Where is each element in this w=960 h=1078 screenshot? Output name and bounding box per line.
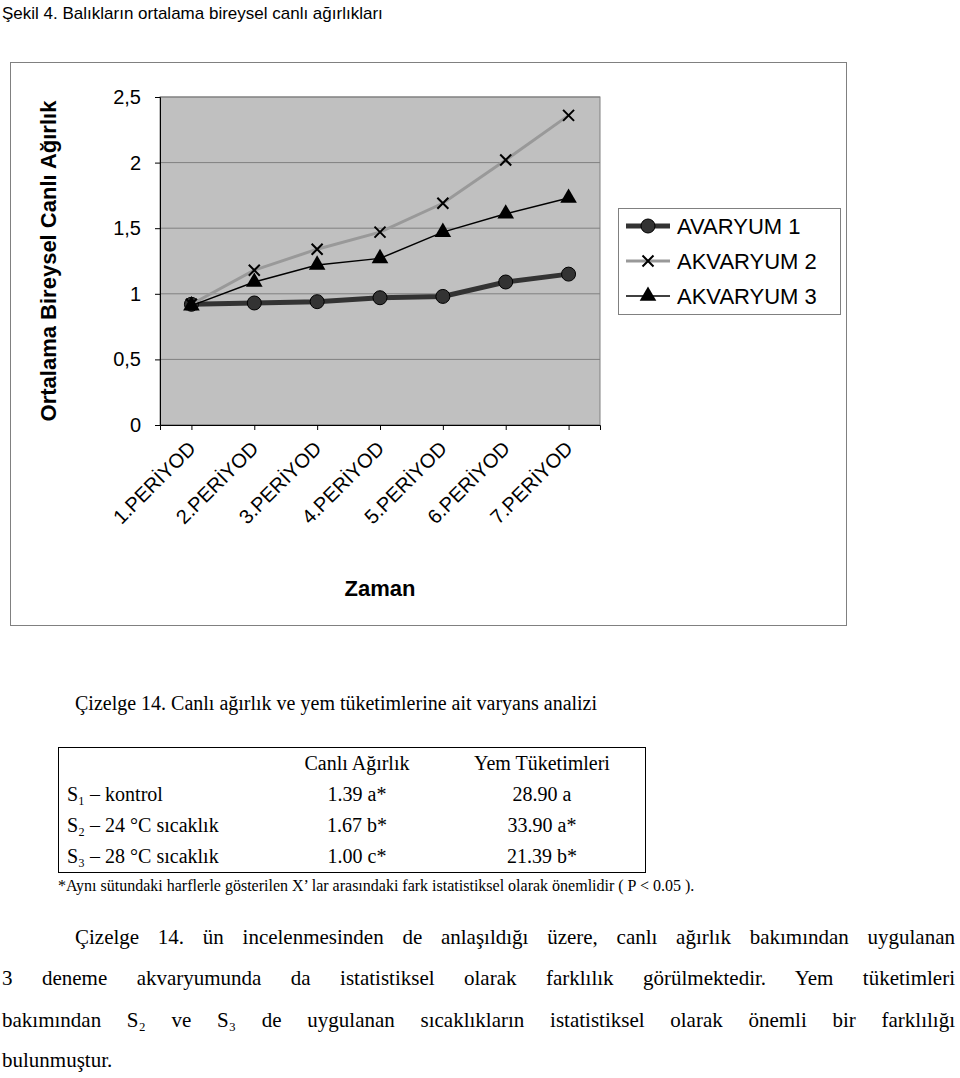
x-tick-mark <box>506 425 507 430</box>
y-tick: 2 <box>130 152 160 174</box>
x-tick-mark <box>317 425 318 430</box>
x-axis-title: Zaman <box>345 576 416 601</box>
y-tick-mark <box>155 228 160 229</box>
legend: AVARYUM 1 AKVARYUM 2 AKVARYUM 3 <box>619 209 841 315</box>
table-row: S₃ – 28 °C sıcaklık1.00 c*21.39 b* <box>59 841 646 873</box>
data-point <box>373 291 387 305</box>
table-header: Yem Tüketimleri <box>439 748 646 780</box>
x-axis: 1.PERİYOD2.PERİYOD3.PERİYOD4.PERİYOD5.PE… <box>109 425 601 528</box>
x-tick: 7.PERİYOD <box>486 425 577 528</box>
data-point <box>497 204 514 218</box>
grid-line <box>160 97 600 98</box>
table-cell: 33.90 a* <box>439 810 646 841</box>
data-point <box>246 272 263 286</box>
x-tick-mark <box>254 425 255 430</box>
data-point <box>309 255 326 269</box>
chart: 0 0,5 1 1,5 2 2,5 1.PERİYOD2.PERİYOD3.PERİYOD4… <box>0 0 960 640</box>
y-tick-label: 0 <box>130 414 141 436</box>
grid-line <box>160 162 600 163</box>
table-cell: 1.67 b* <box>275 810 439 841</box>
data-point <box>183 296 200 310</box>
paragraph-line: bakımından S₂ ve S₃ de uygulanan sıcaklı… <box>2 1008 955 1032</box>
y-tick: 1,5 <box>113 217 160 239</box>
table-header: Canlı Ağırlık <box>275 748 439 780</box>
plot-area <box>160 97 600 425</box>
legend-label: AKVARYUM 3 <box>677 284 817 309</box>
data-point <box>435 223 452 237</box>
data-point <box>562 267 576 281</box>
y-tick-mark <box>155 425 160 426</box>
x-axis-line <box>161 426 601 431</box>
y-tick-mark <box>155 163 160 164</box>
table-cell: 1.39 a* <box>275 779 439 810</box>
legend-box <box>619 209 841 315</box>
y-tick: 2,5 <box>113 86 160 108</box>
paragraph-line: bulunmuştur. <box>2 1048 955 1072</box>
series-group <box>183 110 577 311</box>
x-tick-mark <box>443 425 444 430</box>
x-tick-label: 7.PERİYOD <box>486 437 577 528</box>
legend-marker <box>641 219 655 233</box>
y-tick-label: 1 <box>130 283 141 305</box>
table-corner <box>59 748 276 780</box>
y-tick-label: 2,5 <box>113 86 141 108</box>
data-point <box>247 296 261 310</box>
y-tick: 1 <box>130 283 160 305</box>
paragraph-line: Çizelge 14. ün incelenmesinden de anlaşı… <box>75 925 955 949</box>
figure-caption: Şekil 4. Balıkların ortalama bireysel ca… <box>2 4 383 24</box>
table-header-row: Canlı AğırlıkYem Tüketimleri <box>59 748 646 780</box>
y-tick-label: 0,5 <box>113 348 141 370</box>
data-point <box>499 275 513 289</box>
row-label: S₁ – kontrol <box>59 779 276 810</box>
y-tick-label: 2 <box>130 152 141 174</box>
x-tick-mark <box>380 425 381 430</box>
table-caption: Çizelge 14. Canlı ağırlık ve yem tüketim… <box>75 692 597 715</box>
table: Canlı AğırlıkYem TüketimleriS₁ – kontrol… <box>58 747 646 873</box>
chart-frame <box>11 63 847 626</box>
legend-label: AKVARYUM 2 <box>677 249 817 274</box>
data-point <box>372 249 389 263</box>
y-tick-label: 1,5 <box>113 217 141 239</box>
table-cell: 1.00 c* <box>275 841 439 873</box>
y-axis-line <box>155 98 161 426</box>
legend-marker <box>640 286 657 300</box>
row-label: S₂ – 24 °C sıcaklık <box>59 810 276 841</box>
x-tick-mark <box>191 425 192 430</box>
legend-marker <box>643 256 654 267</box>
grid-line <box>160 228 600 229</box>
data-point <box>560 188 577 202</box>
x-tick-mark <box>569 425 570 430</box>
table-row: S₁ – kontrol1.39 a*28.90 a <box>59 779 646 810</box>
data-point <box>312 244 323 255</box>
table-footnote: *Aynı sütundaki harflerle gösterilen X’ … <box>58 877 694 895</box>
series-line <box>191 115 568 304</box>
y-tick-mark <box>155 97 160 98</box>
data-point <box>375 227 386 238</box>
grid-line <box>160 359 600 360</box>
table-row: S₂ – 24 °C sıcaklık1.67 b*33.90 a* <box>59 810 646 841</box>
data-point <box>437 198 448 209</box>
data-point <box>436 289 450 303</box>
table-cell: 21.39 b* <box>439 841 646 873</box>
table-cell: 28.90 a <box>439 779 646 810</box>
y-tick-mark <box>155 359 160 360</box>
y-tick-mark <box>155 294 160 295</box>
y-tick: 0 <box>130 414 160 436</box>
data-point <box>563 110 574 121</box>
data-point <box>310 295 324 309</box>
row-label: S₃ – 28 °C sıcaklık <box>59 841 276 873</box>
legend-label: AVARYUM 1 <box>677 214 800 239</box>
paragraph-line: 3 deneme akvaryumunda da istatistiksel o… <box>2 966 955 990</box>
grid <box>160 97 600 425</box>
series-line <box>191 198 568 306</box>
y-axis-title: Ortalama Bireysel Canlı Ağırlık <box>36 100 61 422</box>
data-point <box>500 154 511 165</box>
y-axis: 0 0,5 1 1,5 2 2,5 <box>113 86 160 436</box>
y-tick: 0,5 <box>113 348 160 370</box>
